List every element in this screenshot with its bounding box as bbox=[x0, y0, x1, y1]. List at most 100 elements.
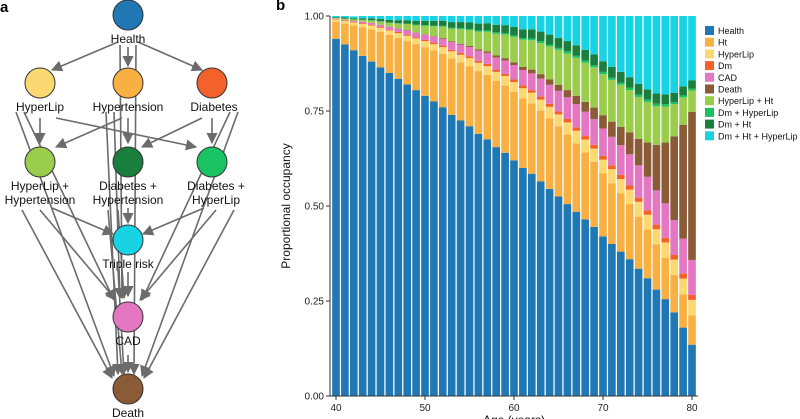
bar-segment-death bbox=[438, 38, 447, 39]
bar-segment-cad bbox=[367, 22, 376, 25]
bar-age-47 bbox=[394, 16, 403, 396]
x-tick-label: 70 bbox=[597, 403, 609, 414]
bar-segment-death bbox=[634, 138, 643, 166]
bar-segment-hyperlip bbox=[492, 71, 501, 81]
bar-segment-dm-ht bbox=[599, 61, 607, 72]
bar-segment-health bbox=[465, 126, 474, 396]
bar-segment-cad bbox=[430, 36, 438, 43]
bar-age-48 bbox=[403, 16, 412, 397]
bar-segment-dm-ht-hyperlip bbox=[625, 16, 634, 78]
dm-hyperlip-node bbox=[196, 146, 228, 178]
bar-segment-dm-hyperlip bbox=[519, 38, 527, 40]
bar-segment-death bbox=[590, 107, 598, 119]
triple-risk-label: Triple risk bbox=[102, 257, 155, 271]
bar-segment-dm-ht bbox=[634, 84, 643, 95]
panel-b-label: b bbox=[276, 0, 285, 14]
bar-age-52 bbox=[438, 16, 447, 396]
bar-segment-health bbox=[590, 226, 598, 396]
hypertension-node bbox=[112, 67, 144, 99]
bar-segment-hyperlip-ht bbox=[519, 39, 527, 67]
bar-age-43 bbox=[358, 16, 367, 397]
bar-segment-dm-ht bbox=[385, 19, 394, 23]
bar-segment-dm-ht bbox=[554, 38, 563, 48]
bar-segment-dm bbox=[625, 185, 634, 190]
bar-segment-dm-ht-hyperlip bbox=[501, 16, 509, 26]
bar-segment-ht bbox=[412, 44, 420, 91]
bar-segment-dm-ht-hyperlip bbox=[590, 16, 598, 55]
bar-segment-hyperlip-ht bbox=[465, 30, 474, 47]
bar-segment-death bbox=[527, 69, 536, 74]
bar-segment-health bbox=[332, 38, 340, 397]
bar-segment-dm-ht-hyperlip bbox=[616, 16, 625, 72]
bar-segment-hyperlip-ht bbox=[341, 18, 349, 20]
hyperlip-ht-node bbox=[24, 146, 56, 178]
bar-segment-dm-hyperlip bbox=[465, 28, 474, 31]
bar-segment-dm-hyperlip bbox=[510, 35, 518, 37]
bar-segment-ht bbox=[358, 27, 367, 56]
bar-segment-cad bbox=[652, 190, 661, 225]
legend-label: HyperLip bbox=[718, 49, 754, 59]
bar-segment-dm-ht-hyperlip bbox=[652, 16, 661, 94]
y-tick-label: 0.75 bbox=[305, 107, 325, 118]
bar-segment-ht bbox=[501, 85, 509, 153]
bar-segment-hyperlip-ht bbox=[474, 31, 483, 50]
bar-segment-cad bbox=[625, 154, 634, 186]
bar-segment-death bbox=[492, 55, 501, 58]
bar-segment-hyperlip-ht bbox=[332, 17, 340, 19]
bar-segment-dm bbox=[492, 69, 501, 72]
bar-age-55 bbox=[465, 16, 474, 396]
bar-segment-dm-hyperlip bbox=[492, 32, 501, 34]
bar-segment-ht bbox=[527, 103, 536, 174]
hyperlip-label: HyperLip bbox=[16, 100, 64, 114]
bar-segment-dm bbox=[483, 63, 492, 67]
bar-segment-dm-ht-hyperlip bbox=[438, 16, 447, 21]
bar-segment-dm-ht bbox=[616, 71, 625, 83]
bar-segment-hyperlip bbox=[430, 44, 438, 51]
dm-hyperlip-label-line1: Diabetes + bbox=[187, 179, 245, 193]
bar-segment-cad bbox=[670, 220, 679, 256]
legend-label: CAD bbox=[718, 73, 738, 83]
bar-segment-hyperlip bbox=[412, 38, 420, 45]
bar-segment-health bbox=[492, 147, 501, 396]
bar-segment-dm-ht-hyperlip bbox=[430, 16, 438, 21]
bar-segment-dm-hyperlip bbox=[438, 25, 447, 27]
bar-segment-dm-hyperlip bbox=[643, 99, 652, 102]
health-label: Health bbox=[111, 32, 146, 46]
bar-segment-health bbox=[599, 236, 607, 396]
bar-segment-health bbox=[358, 55, 367, 397]
legend-label: Dm + Ht + HyperLip bbox=[718, 131, 798, 141]
bar-segment-hyperlip bbox=[545, 106, 554, 119]
bar-segment-cad bbox=[634, 165, 643, 198]
bar-segment-dm-ht bbox=[536, 31, 545, 42]
bar-segment-dm-ht-hyperlip bbox=[483, 16, 492, 24]
bar-segment-dm bbox=[688, 294, 696, 300]
bar-segment-dm-ht bbox=[349, 18, 358, 20]
bar-segment-dm bbox=[634, 197, 643, 202]
bar-segment-health bbox=[474, 133, 483, 397]
bar-segment-death bbox=[643, 142, 652, 177]
legend-swatch bbox=[705, 49, 714, 59]
bar-segment-health bbox=[608, 244, 616, 396]
bar-age-63 bbox=[536, 16, 545, 396]
bar-segment-ht bbox=[679, 294, 687, 328]
bar-segment-hyperlip bbox=[670, 259, 679, 275]
bar-segment-dm-hyperlip bbox=[590, 65, 598, 68]
bar-segment-death bbox=[510, 62, 518, 66]
bar-segment-health bbox=[403, 84, 412, 397]
bar-segment-death bbox=[572, 95, 581, 105]
bar-segment-dm-ht bbox=[474, 23, 483, 31]
bar-segment-dm-hyperlip bbox=[501, 33, 509, 35]
bar-segment-dm-ht bbox=[643, 89, 652, 100]
bar-segment-cad bbox=[394, 28, 403, 32]
arrow-hyperlip-ht-cad bbox=[39, 209, 117, 301]
bar-segment-death bbox=[563, 90, 572, 98]
bar-segment-hyperlip-ht bbox=[572, 57, 581, 96]
bar-segment-health bbox=[616, 251, 625, 396]
bar-segment-dm-ht-hyperlip bbox=[349, 16, 358, 19]
bar-segment-hyperlip bbox=[581, 139, 590, 153]
bar-segment-dm-hyperlip bbox=[616, 82, 625, 85]
bar-segment-ht bbox=[447, 58, 456, 115]
bar-segment-health bbox=[385, 73, 394, 396]
bar-segment-dm-hyperlip bbox=[554, 47, 563, 50]
